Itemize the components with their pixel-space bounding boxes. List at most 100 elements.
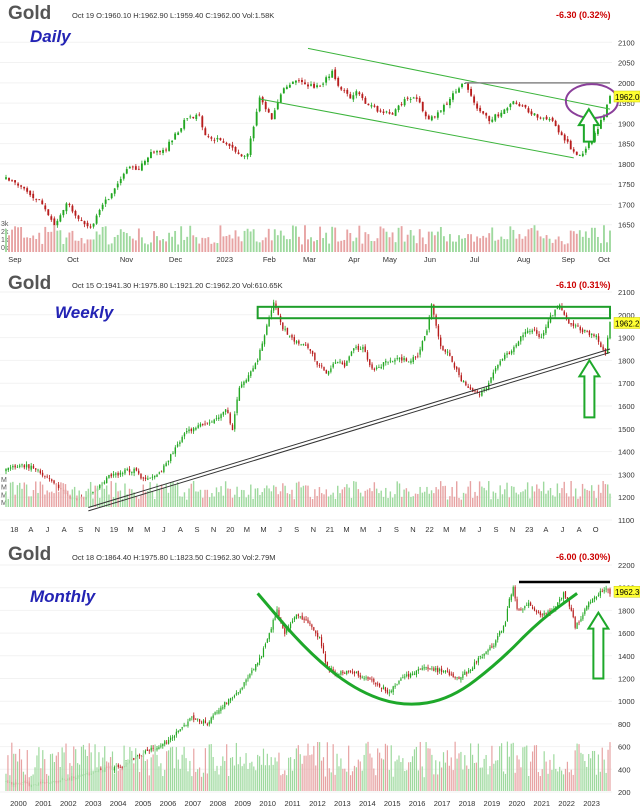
candle-body <box>321 365 323 367</box>
candle-body <box>307 619 309 623</box>
volume-bar <box>301 763 303 791</box>
volume-bar <box>602 481 604 507</box>
candle-body <box>258 97 261 112</box>
candle-body <box>143 161 146 165</box>
volume-bar <box>367 741 369 791</box>
candle-body <box>291 334 293 338</box>
volume-bar <box>590 485 593 507</box>
volume-bar <box>392 776 394 791</box>
candle-body <box>597 336 600 342</box>
candle-body <box>561 597 563 599</box>
candle-body <box>172 452 174 454</box>
volume-bar <box>84 749 86 791</box>
volume-bar <box>73 486 76 507</box>
candle-body <box>151 476 154 478</box>
candle-body <box>448 671 450 675</box>
volume-bar <box>423 491 426 507</box>
candle-body <box>357 345 360 350</box>
monthly-chart: Gold Oct 18 O:1864.40 H:1975.80 L:1823.50… <box>0 544 640 808</box>
volume-bar <box>222 495 225 507</box>
chart-title: Gold <box>8 273 51 294</box>
candle-body <box>423 667 425 669</box>
candle-body <box>147 478 149 480</box>
candle-body <box>454 676 456 678</box>
candle-body <box>51 479 53 481</box>
volume-bar <box>17 761 19 791</box>
candle-body <box>410 673 412 678</box>
volume-bar <box>7 498 9 507</box>
volume-bar <box>361 770 363 791</box>
volume-bar <box>500 236 503 252</box>
volume-bar <box>545 235 548 252</box>
candle-body <box>293 617 296 620</box>
volume-bar <box>357 489 360 507</box>
candle-body <box>435 315 437 326</box>
candle-body <box>591 598 594 603</box>
candle-body <box>199 424 202 427</box>
volume-bar <box>501 494 504 507</box>
volume-bar <box>415 243 418 252</box>
volume-bar <box>153 231 155 252</box>
price-tag <box>613 585 640 598</box>
candle-body <box>121 473 124 475</box>
candle-body <box>322 645 325 654</box>
volume-bar <box>338 766 340 791</box>
volume-bar <box>286 493 289 507</box>
volume-bar <box>547 490 549 507</box>
candle-body <box>382 362 385 367</box>
candle-body <box>455 91 457 93</box>
candle-body <box>477 657 479 663</box>
volume-bar <box>402 758 404 791</box>
volume-bar <box>340 758 342 791</box>
monthly-chart-panel: Gold Oct 18 O:1864.40 H:1975.80 L:1823.50… <box>0 540 640 810</box>
volume-bar <box>216 765 218 791</box>
volume-bar <box>35 481 37 507</box>
candle-body <box>150 152 152 159</box>
volume-bar <box>109 757 112 791</box>
volume-bar <box>334 227 337 252</box>
volume-bar <box>274 757 276 791</box>
volume-bar <box>78 764 81 791</box>
candle-body <box>513 347 515 352</box>
candle-body <box>29 190 32 196</box>
candle-body <box>100 768 102 771</box>
candle-body <box>439 110 442 112</box>
candle-body <box>572 149 575 152</box>
candle-body <box>376 106 379 112</box>
candle-body <box>538 333 540 338</box>
volume-bar <box>439 761 441 791</box>
volume-bar <box>317 741 319 791</box>
volume-bar <box>257 754 259 791</box>
volume-bar <box>168 750 170 791</box>
volume-bar <box>464 755 466 791</box>
candle-body <box>391 113 394 115</box>
candle-body <box>86 222 89 227</box>
volume-bar <box>60 482 62 507</box>
candle-body <box>30 465 32 470</box>
volume-bar <box>282 235 285 252</box>
volume-bar <box>533 225 536 252</box>
volume-bar <box>285 239 288 252</box>
volume-bar <box>515 492 517 507</box>
candle-body <box>494 368 497 372</box>
volume-bar <box>605 772 607 791</box>
volume-bar <box>461 238 463 252</box>
ohlc-header: Oct 15 O:1941.30 H:1975.80 L:1921.20 C:1… <box>72 281 283 290</box>
candle-body <box>247 375 250 382</box>
candle-body <box>364 346 366 352</box>
candle-body <box>400 104 403 106</box>
candle-body <box>148 750 150 752</box>
candle-body <box>602 346 604 350</box>
candle-body <box>28 464 30 469</box>
volume-bar <box>536 230 539 252</box>
candle-body <box>47 209 50 216</box>
candle-body <box>520 336 522 342</box>
candle-body <box>564 591 567 598</box>
volume-bar <box>42 750 44 791</box>
volume-bar <box>535 745 538 791</box>
candle-body <box>285 86 288 90</box>
candle-body <box>21 464 23 466</box>
volume-bar <box>197 769 199 791</box>
candle-body <box>263 335 266 345</box>
volume-bar <box>100 769 102 791</box>
